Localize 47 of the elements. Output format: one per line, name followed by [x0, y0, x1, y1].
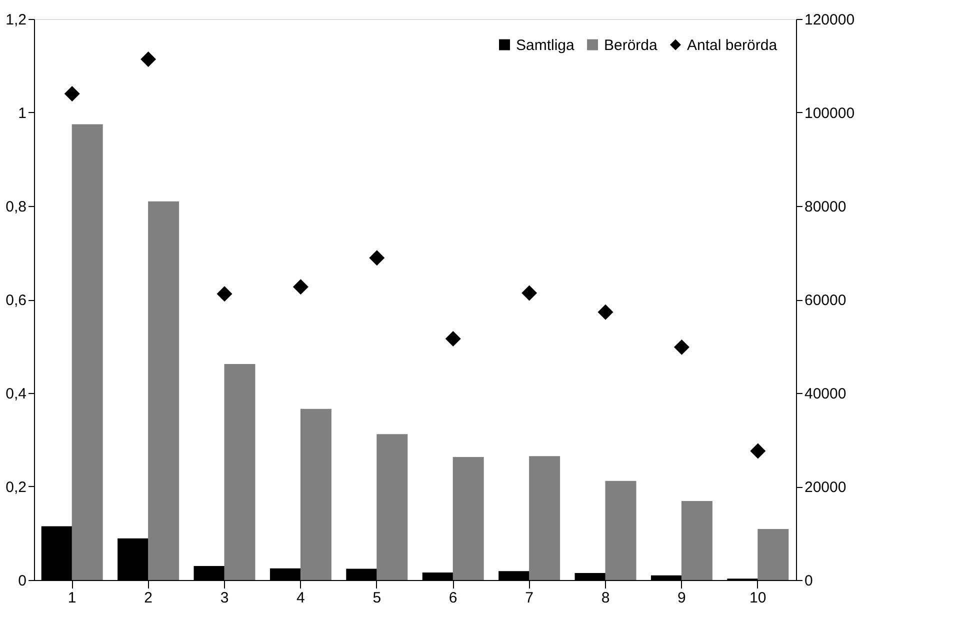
point — [64, 86, 80, 102]
point — [292, 279, 308, 295]
x-tick-label: 1 — [68, 590, 76, 606]
legend-label: Berörda — [604, 36, 658, 54]
bar — [758, 529, 789, 580]
bar — [681, 500, 712, 580]
y2-tick-label: 0 — [804, 572, 813, 590]
point — [140, 51, 156, 67]
point — [445, 331, 461, 347]
y2-tick-label: 100000 — [804, 105, 855, 122]
y2-tick-label: 60000 — [804, 292, 846, 309]
point — [750, 443, 766, 459]
legend-label: Samtliga — [516, 36, 576, 54]
x-tick-label: 4 — [296, 590, 305, 606]
x-tick-label: 3 — [220, 590, 229, 606]
x-tick-label: 8 — [601, 590, 610, 606]
y2-tick-label: 120000 — [804, 12, 855, 28]
y-tick-label: 0,4 — [6, 386, 26, 402]
point — [598, 304, 614, 320]
y-tick-label: 0,2 — [6, 479, 26, 496]
bar — [300, 408, 332, 580]
y-tick-label: 0 — [18, 572, 26, 590]
y2-tick-label: 40000 — [804, 386, 846, 402]
point — [369, 250, 385, 266]
point — [216, 286, 232, 302]
y2-tick-label: 80000 — [804, 198, 846, 216]
bar — [605, 480, 636, 580]
y2-tick-label: 20000 — [804, 479, 846, 496]
point — [674, 339, 690, 355]
x-tick-label: 2 — [144, 590, 152, 606]
point — [522, 285, 538, 301]
y-tick-label: 1 — [18, 105, 26, 122]
bar — [72, 124, 103, 580]
y-tick-label: 0,6 — [6, 292, 26, 309]
x-tick-label: 9 — [678, 590, 686, 606]
bar — [376, 434, 408, 580]
y-tick-label: 1,2 — [6, 12, 26, 28]
y-tick-label: 0,8 — [6, 198, 26, 216]
legend-label: Antal berörda — [687, 36, 778, 54]
bar — [224, 364, 256, 580]
x-tick-label: 10 — [750, 590, 766, 606]
bar — [148, 201, 180, 580]
bar — [452, 457, 484, 580]
x-tick-label: 6 — [448, 590, 458, 606]
x-tick-label: 5 — [372, 590, 382, 606]
x-tick-label: 7 — [525, 590, 534, 606]
bar — [529, 456, 560, 580]
